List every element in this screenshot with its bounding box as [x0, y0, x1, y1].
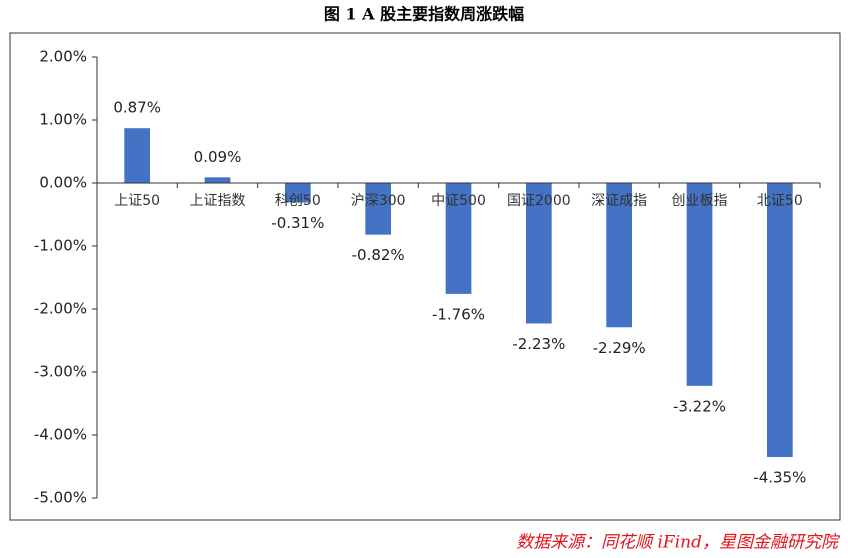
x-tick-label: 沪深300 — [351, 193, 406, 209]
source-note: 数据来源：同花顺 iFind，星图金融研究院 — [516, 533, 841, 553]
chart-title: 图 1 A 股主要指数周涨跌幅 — [324, 5, 524, 24]
bar — [686, 183, 713, 386]
value-label: -0.82% — [352, 246, 405, 264]
bar — [445, 183, 472, 294]
x-tick-label: 上证50 — [114, 193, 160, 209]
value-label: -1.76% — [432, 305, 485, 323]
x-tick-label: 北证50 — [757, 193, 803, 209]
bar — [365, 183, 392, 235]
chart-frame — [9, 32, 841, 521]
x-tick-label: 创业板指 — [672, 193, 728, 209]
x-tick-label: 深证成指 — [591, 193, 647, 209]
y-tick-label: -3.00% — [34, 363, 87, 381]
value-label: -2.23% — [512, 335, 565, 353]
x-tick-label: 国证2000 — [507, 193, 571, 209]
bar — [204, 177, 231, 183]
y-tick-label: 2.00% — [39, 48, 87, 66]
value-label: -3.22% — [673, 397, 726, 415]
value-label: -0.31% — [271, 214, 324, 232]
y-tick-label: -5.00% — [34, 489, 87, 507]
x-tick-label: 上证指数 — [190, 193, 246, 209]
y-tick-label: -4.00% — [34, 426, 87, 444]
bar — [606, 183, 633, 328]
bar — [284, 183, 311, 203]
bar — [525, 183, 552, 324]
value-label: 0.09% — [194, 148, 242, 166]
value-label: -2.29% — [593, 339, 646, 357]
y-tick-label: 0.00% — [39, 174, 87, 192]
value-label: -4.35% — [753, 469, 806, 487]
x-tick-label: 中证500 — [431, 193, 486, 209]
bar — [766, 183, 793, 458]
bar — [124, 128, 151, 183]
x-tick-label: 科创50 — [275, 193, 321, 209]
y-tick-label: 1.00% — [39, 111, 87, 129]
value-label: 0.87% — [113, 99, 161, 117]
y-tick-label: -1.00% — [34, 237, 87, 255]
y-tick-label: -2.00% — [34, 300, 87, 318]
